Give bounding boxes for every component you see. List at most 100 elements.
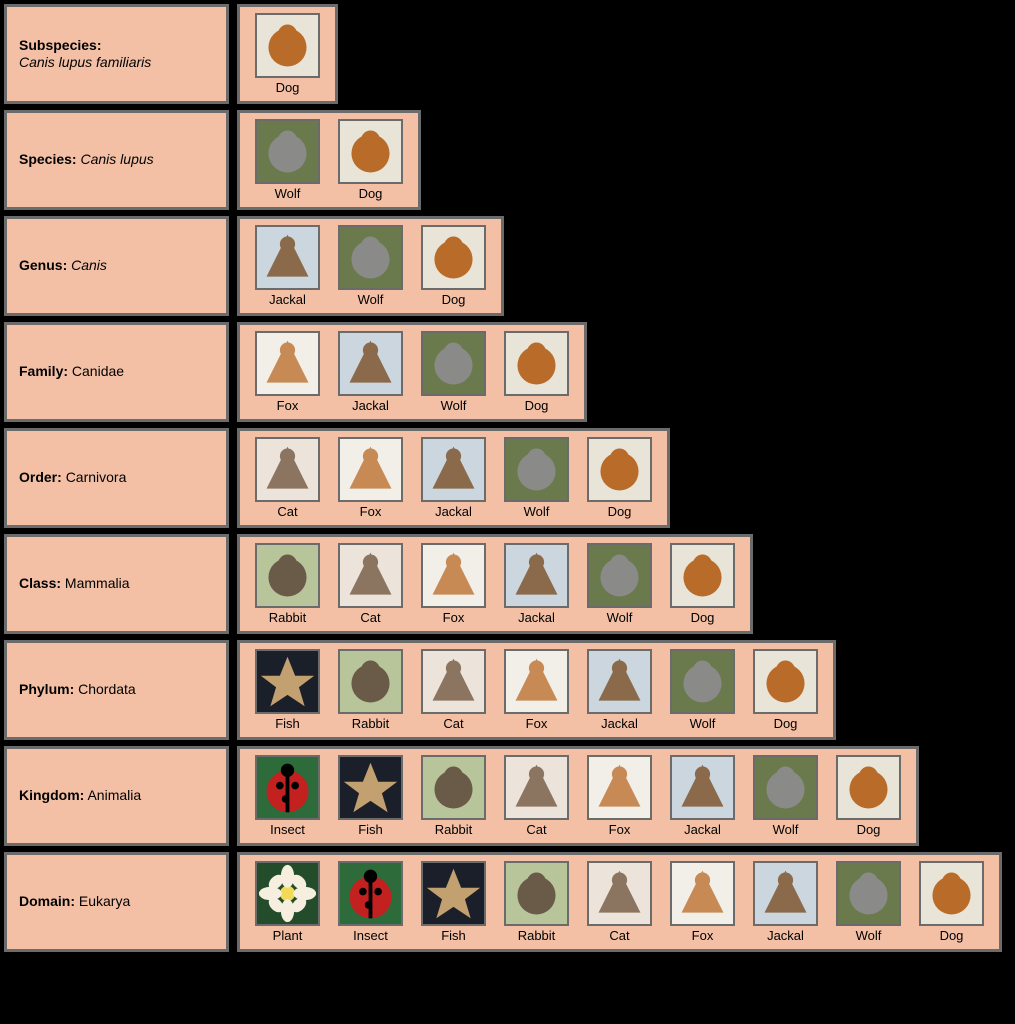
animal-caption: Dog [857,822,881,837]
rank-label: Order: [19,469,62,485]
rank-text: Species: Canis lupus [19,151,154,169]
rank-value: Canidae [72,363,124,379]
animal-caption: Jackal [269,292,306,307]
animal-item: Fox [582,755,657,837]
rank-box: Kingdom: Animalia [4,746,229,846]
rank-box: Class: Mammalia [4,534,229,634]
rabbit-icon [504,861,569,926]
animal-caption: Wolf [607,610,633,625]
animal-caption: Cat [360,610,380,625]
rank-value: Chordata [78,681,136,697]
wolf-icon [753,755,818,820]
rank-label: Class: [19,575,61,591]
insect-icon [338,861,403,926]
rank-label: Phylum: [19,681,74,697]
animal-item: Rabbit [250,543,325,625]
cat-icon [255,437,320,502]
cat-icon [338,543,403,608]
rank-box: Order: Carnivora [4,428,229,528]
rank-label: Species: [19,151,77,167]
fox-icon [338,437,403,502]
animal-caption: Fish [358,822,383,837]
animal-item: Plant [250,861,325,943]
animal-caption: Wolf [773,822,799,837]
animal-caption: Dog [940,928,964,943]
animal-caption: Insect [353,928,388,943]
rank-value: Carnivora [66,469,127,485]
animal-caption: Dog [359,186,383,201]
cat-icon [587,861,652,926]
animal-caption: Jackal [767,928,804,943]
rank-label: Genus: [19,257,67,273]
animals-box: Dog [237,4,338,104]
rank-box: Subspecies:Canis lupus familiaris [4,4,229,104]
animal-caption: Jackal [684,822,721,837]
animal-item: Dog [748,649,823,731]
animal-caption: Jackal [352,398,389,413]
jackal-icon [255,225,320,290]
animal-caption: Cat [443,716,463,731]
rank-text: Phylum: Chordata [19,681,136,699]
rank-label: Subspecies: [19,37,101,53]
rank-label: Domain: [19,893,75,909]
rank-box: Species: Canis lupus [4,110,229,210]
cat-icon [421,649,486,714]
animal-item: Fish [250,649,325,731]
fox-icon [504,649,569,714]
animal-item: Insect [333,861,408,943]
animal-caption: Wolf [358,292,384,307]
animal-caption: Fox [443,610,465,625]
animal-item: Cat [333,543,408,625]
wolf-icon [836,861,901,926]
dog-icon [504,331,569,396]
dog-icon [753,649,818,714]
rank-text: Domain: Eukarya [19,893,130,911]
jackal-icon [587,649,652,714]
animal-item: Cat [499,755,574,837]
rank-text: Family: Canidae [19,363,124,381]
animal-caption: Jackal [435,504,472,519]
taxonomy-row: Genus: CanisJackalWolfDog [0,216,1015,316]
animals-box: FishRabbitCatFoxJackalWolfDog [237,640,836,740]
wolf-icon [587,543,652,608]
taxonomy-row: Subspecies:Canis lupus familiaris Dog [0,4,1015,104]
animal-item: Jackal [250,225,325,307]
animals-box: FoxJackalWolfDog [237,322,587,422]
rank-box: Phylum: Chordata [4,640,229,740]
fish-icon [338,755,403,820]
dog-icon [255,13,320,78]
animal-item: Jackal [665,755,740,837]
animal-item: Wolf [665,649,740,731]
wolf-icon [421,331,486,396]
animal-caption: Wolf [856,928,882,943]
animal-item: Insect [250,755,325,837]
rank-text: Order: Carnivora [19,469,126,487]
animal-caption: Cat [609,928,629,943]
animal-caption: Insect [270,822,305,837]
animal-caption: Wolf [690,716,716,731]
animal-caption: Dog [525,398,549,413]
taxonomy-row: Species: Canis lupus WolfDog [0,110,1015,210]
animal-item: Cat [250,437,325,519]
animal-item: Cat [416,649,491,731]
taxonomy-row: Domain: Eukarya Plant InsectFishR [0,852,1015,952]
rank-box: Domain: Eukarya [4,852,229,952]
animal-item: Wolf [748,755,823,837]
animals-box: WolfDog [237,110,421,210]
animal-caption: Jackal [518,610,555,625]
animal-item: Fox [665,861,740,943]
animal-item: Wolf [416,331,491,413]
animal-item: Jackal [333,331,408,413]
animal-item: Fish [416,861,491,943]
animal-caption: Plant [273,928,303,943]
rank-text: Subspecies:Canis lupus familiaris [19,37,151,72]
animal-item: Rabbit [416,755,491,837]
dog-icon [587,437,652,502]
rabbit-icon [421,755,486,820]
insect-icon [255,755,320,820]
animal-item: Rabbit [333,649,408,731]
animal-caption: Fish [275,716,300,731]
animal-item: Wolf [499,437,574,519]
wolf-icon [504,437,569,502]
fox-icon [587,755,652,820]
